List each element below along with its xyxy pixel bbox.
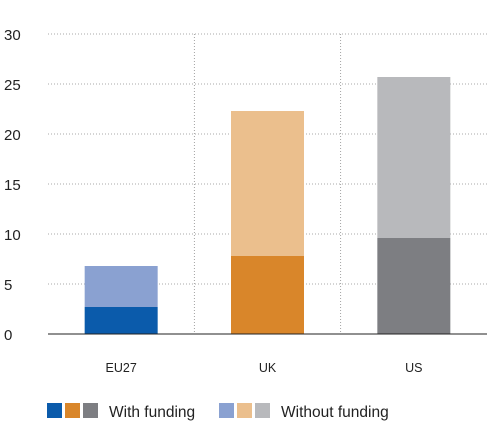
bar-with-funding-eu27: [84, 307, 158, 334]
legend-swatch-without-funding-us: [255, 403, 270, 418]
y-tick-label: 5: [4, 277, 12, 294]
legend-swatches-without-funding: Without funding: [219, 403, 389, 421]
legend-label-with-funding: With funding: [109, 404, 195, 421]
bar-without-funding-uk: [231, 111, 304, 256]
y-tick-label: 30: [4, 27, 21, 44]
y-tick-label: 20: [4, 127, 21, 144]
y-tick-label: 0: [4, 327, 12, 344]
legend-swatch-with-funding-uk: [65, 403, 80, 418]
y-axis: 0 5 10 15 20 25 30: [4, 27, 21, 344]
x-tick-label: US: [405, 361, 422, 375]
y-tick-label: 25: [4, 77, 21, 94]
legend: With funding Without funding: [47, 403, 389, 421]
x-tick-label: UK: [259, 361, 277, 375]
y-tick-label: 15: [4, 177, 21, 194]
x-tick-label: EU27: [106, 361, 137, 375]
y-tick-label: 10: [4, 227, 21, 244]
legend-swatches-with-funding: With funding: [47, 403, 195, 421]
bar-with-funding-us: [377, 238, 451, 334]
x-axis: EU27 UK US: [48, 333, 487, 375]
bars: [84, 77, 451, 334]
bar-with-funding-uk: [231, 256, 304, 334]
legend-label-without-funding: Without funding: [281, 404, 389, 421]
bar-without-funding-us: [377, 77, 451, 238]
legend-swatch-with-funding-eu27: [47, 403, 62, 418]
legend-swatch-without-funding-eu27: [219, 403, 234, 418]
legend-swatch-without-funding-uk: [237, 403, 252, 418]
bar-without-funding-eu27: [84, 266, 158, 307]
legend-swatch-with-funding-us: [83, 403, 98, 418]
